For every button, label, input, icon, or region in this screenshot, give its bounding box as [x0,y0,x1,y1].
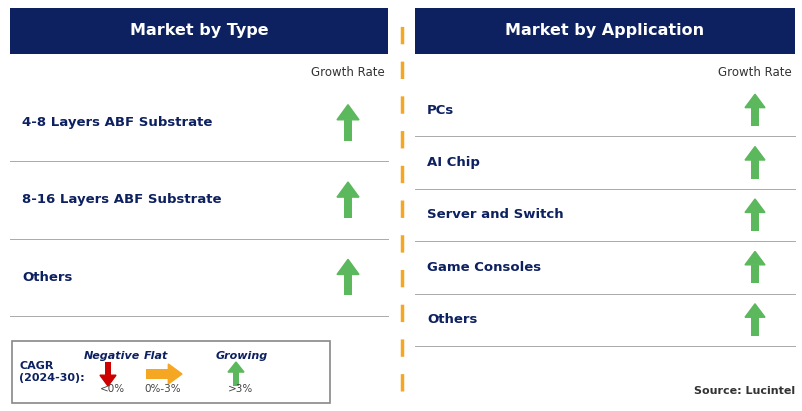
Bar [146,369,168,379]
Polygon shape [337,105,359,120]
Bar [10,8,388,54]
Bar [343,197,352,218]
Text: Source: Lucintel: Source: Lucintel [694,386,795,396]
Polygon shape [228,362,244,372]
Text: Growing: Growing [216,351,268,361]
Polygon shape [337,259,359,275]
Text: Others: Others [22,271,72,284]
Text: AI Chip: AI Chip [427,156,480,169]
Text: Flat: Flat [144,351,168,361]
Text: PCs: PCs [427,104,454,117]
Text: Server and Switch: Server and Switch [427,208,564,222]
Bar [105,362,111,375]
Bar [233,372,239,386]
Bar [751,212,759,231]
Text: Growth Rate: Growth Rate [718,65,792,79]
Polygon shape [168,364,182,384]
Bar [751,160,759,179]
Text: 8-16 Layers ABF Substrate: 8-16 Layers ABF Substrate [22,194,221,206]
Bar [751,317,759,336]
Bar [751,265,759,284]
Polygon shape [745,147,765,160]
Polygon shape [745,94,765,108]
Text: >3%: >3% [228,384,253,394]
Text: Negative: Negative [84,351,140,361]
Text: Growth Rate: Growth Rate [311,65,385,79]
Bar [415,8,795,54]
Bar [12,341,330,403]
Polygon shape [337,182,359,197]
Polygon shape [100,375,116,386]
Text: 0%-3%: 0%-3% [144,384,180,394]
Bar [343,275,352,296]
Polygon shape [745,252,765,265]
Polygon shape [745,199,765,212]
Text: <0%: <0% [100,384,125,394]
Text: CAGR
(2024-30):: CAGR (2024-30): [19,361,85,383]
Polygon shape [745,304,765,317]
Text: Others: Others [427,313,477,326]
Bar [343,120,352,141]
Bar [751,108,759,126]
Text: Market by Type: Market by Type [130,23,269,39]
Text: Market by Application: Market by Application [505,23,705,39]
Text: Game Consoles: Game Consoles [427,261,541,274]
Text: 4-8 Layers ABF Substrate: 4-8 Layers ABF Substrate [22,116,213,129]
